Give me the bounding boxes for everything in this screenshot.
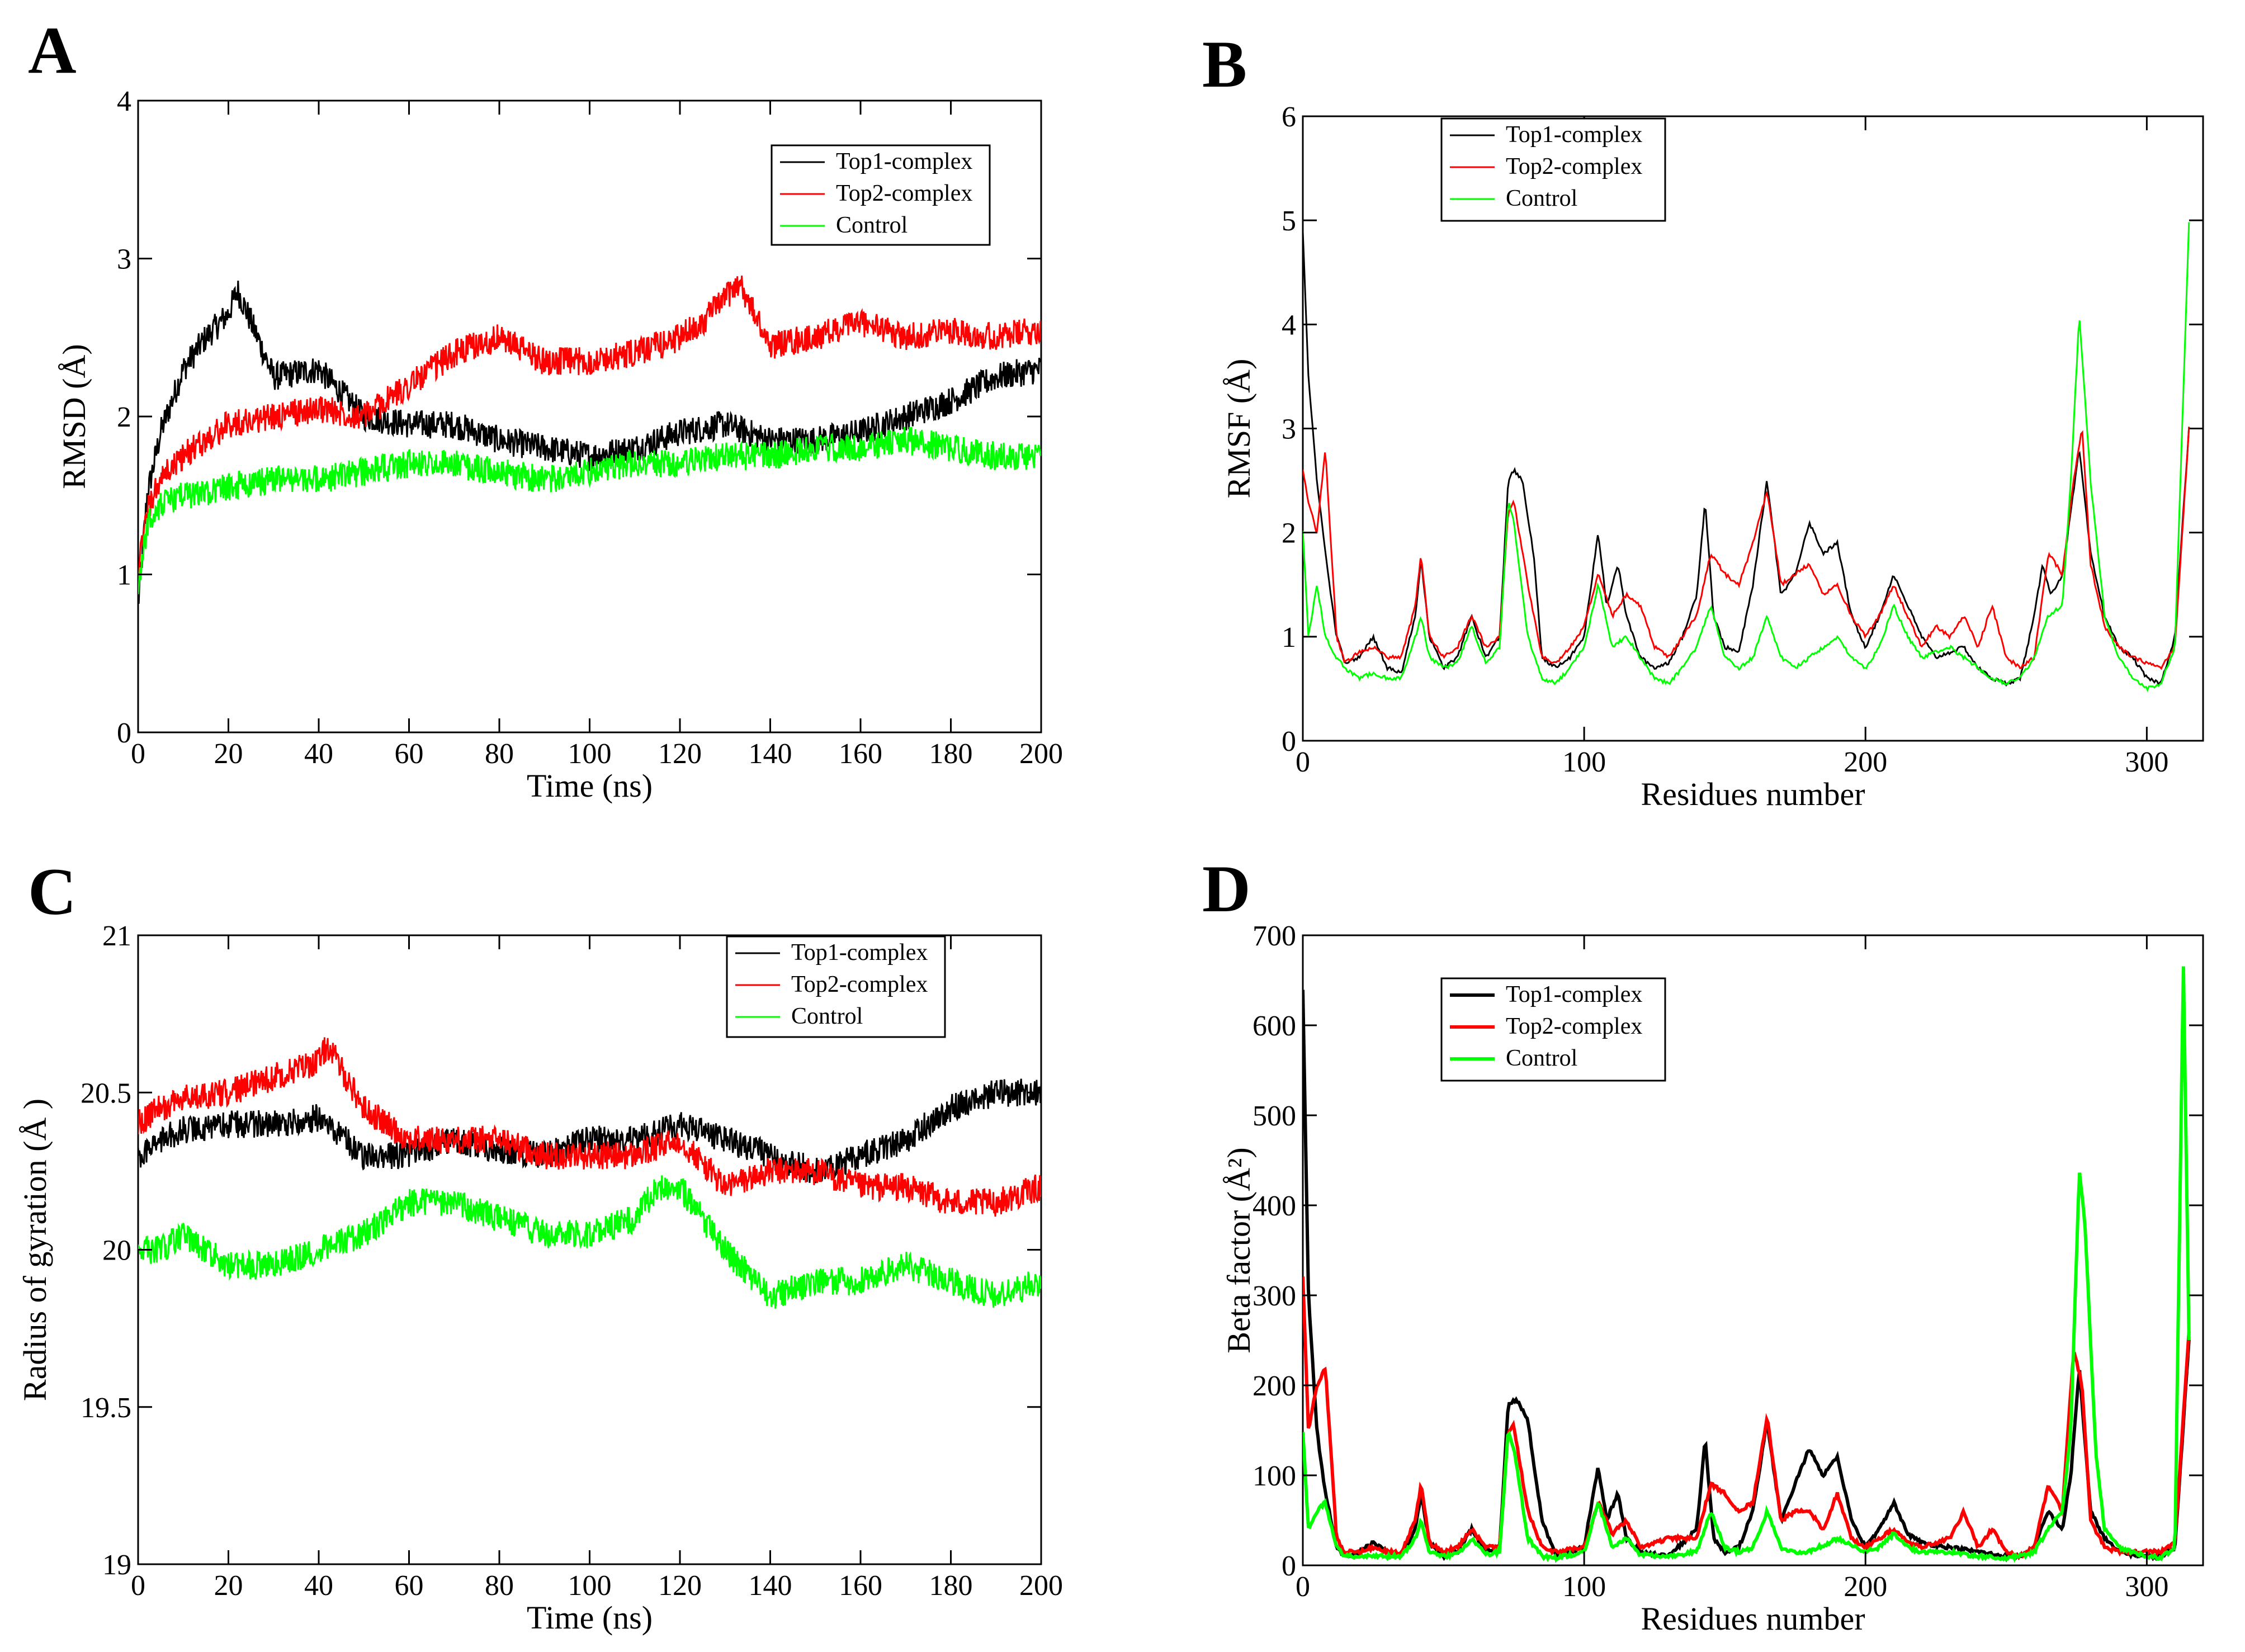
x-tick-label: 180 — [929, 1570, 973, 1602]
x-axis-title: Time (ns) — [527, 1599, 653, 1636]
y-axis-title: RMSF (Å) — [1221, 359, 1257, 499]
x-tick-label: 180 — [929, 738, 973, 770]
x-tick-label: 200 — [1844, 746, 1887, 778]
legend-label: Top1-complex — [791, 940, 928, 965]
panel-letter: A — [28, 13, 77, 87]
x-axis-title: Time (ns) — [527, 768, 653, 804]
y-tick-label: 2 — [1282, 518, 1296, 550]
y-axis-title: RMSD (Å) — [56, 344, 92, 489]
x-tick-label: 300 — [2125, 746, 2168, 778]
x-tick-label: 20 — [214, 738, 243, 770]
legend-label: Top2-complex — [1506, 1014, 1642, 1039]
y-tick-label: 0 — [1282, 726, 1296, 758]
legend-label: Top1-complex — [836, 149, 972, 174]
series-line-top2-complex — [138, 1037, 1041, 1217]
y-tick-label: 1 — [1282, 622, 1296, 654]
y-axis-title: Radius of gyration (Å ) — [17, 1099, 53, 1401]
y-tick-label: 4 — [117, 86, 131, 117]
series-line-top1-complex — [1303, 990, 2191, 1563]
y-tick-label: 19 — [102, 1549, 131, 1581]
y-tick-label: 3 — [117, 244, 131, 276]
x-tick-label: 0 — [131, 1570, 145, 1602]
x-tick-label: 100 — [568, 738, 612, 770]
x-tick-label: 120 — [658, 1570, 702, 1602]
x-tick-label: 140 — [749, 1570, 792, 1602]
y-tick-label: 200 — [1253, 1370, 1296, 1402]
y-tick-label: 500 — [1253, 1100, 1296, 1132]
x-tick-label: 80 — [485, 738, 514, 770]
plot-frame — [1302, 934, 2204, 1566]
y-tick-label: 300 — [1253, 1280, 1296, 1312]
x-tick-label: 200 — [1844, 1571, 1887, 1603]
y-tick-label: 4 — [1282, 309, 1296, 341]
x-tick-label: 200 — [1019, 1570, 1063, 1602]
series-line-top2-complex — [1303, 427, 2190, 670]
x-axis-title: Residues number — [1641, 1601, 1865, 1637]
y-tick-label: 20.5 — [81, 1077, 131, 1109]
panel-d: D 0 100 200 300 0 100 200 300 400 500 600 700 Residue… — [1202, 851, 2204, 1637]
x-tick-label: 200 — [1019, 738, 1063, 770]
x-tick-label: 300 — [2125, 1571, 2168, 1603]
y-tick-label: 3 — [1282, 414, 1296, 446]
panel-c: C 0 20 40 60 80 100 120 140 160 180 200 19 19.5 20 20.5… — [17, 854, 1063, 1636]
panel-letter: B — [1202, 27, 1247, 101]
x-tick-label: 100 — [568, 1570, 612, 1602]
y-tick-label: 600 — [1253, 1010, 1296, 1042]
x-tick-label: 100 — [1562, 1571, 1606, 1603]
legend-label: Control — [791, 1003, 863, 1029]
series-line-control — [1303, 222, 2190, 693]
x-tick-label: 0 — [1296, 746, 1310, 778]
y-tick-label: 2 — [117, 401, 131, 433]
x-tick-label: 160 — [839, 1570, 882, 1602]
x-tick-label: 0 — [131, 738, 145, 770]
y-tick-label: 1 — [117, 560, 131, 591]
y-tick-label: 0 — [117, 717, 131, 749]
legend-label: Control — [1506, 1045, 1577, 1071]
y-tick-label: 700 — [1253, 920, 1296, 952]
panel-b: B 0 100 200 300 0 1 2 3 4 5 6 Residues number RMSF (Å… — [1202, 27, 2204, 812]
y-tick-label: 20 — [102, 1235, 131, 1267]
x-tick-label: 40 — [304, 1570, 333, 1602]
x-tick-label: 20 — [214, 1570, 243, 1602]
y-tick-label: 19.5 — [81, 1392, 131, 1424]
y-tick-label: 0 — [1282, 1550, 1296, 1582]
series-line-control — [1303, 966, 2191, 1563]
panel-a: A 0 20 40 60 80 100 120 140 160 180 200 0 1 2 3 4 Time (n… — [28, 13, 1063, 804]
x-tick-label: 80 — [485, 1570, 514, 1602]
y-tick-label: 21 — [102, 920, 131, 952]
panel-letter: C — [28, 854, 77, 929]
y-axis-title: Beta factor (Å²) — [1221, 1147, 1257, 1353]
legend-label: Top2-complex — [836, 181, 972, 206]
x-tick-label: 120 — [658, 738, 702, 770]
legend-label: Top1-complex — [1506, 122, 1642, 148]
panel-letter: D — [1202, 851, 1251, 926]
legend-label: Top2-complex — [1506, 154, 1642, 179]
legend-label: Top2-complex — [791, 972, 928, 997]
y-tick-label: 400 — [1253, 1190, 1296, 1222]
legend-label: Top1-complex — [1506, 982, 1642, 1007]
legend-label: Control — [836, 212, 908, 238]
x-tick-label: 40 — [304, 738, 333, 770]
series-line-control — [138, 427, 1041, 595]
series-line-top1-complex — [1303, 231, 2190, 687]
x-tick-label: 160 — [839, 738, 882, 770]
legend-label: Control — [1506, 186, 1577, 211]
series-line-control — [138, 1175, 1041, 1309]
series-line-top1-complex — [138, 280, 1041, 604]
x-axis-title: Residues number — [1641, 776, 1865, 812]
x-tick-label: 100 — [1562, 746, 1606, 778]
x-tick-label: 0 — [1296, 1571, 1310, 1603]
y-tick-label: 6 — [1282, 101, 1296, 133]
x-tick-label: 140 — [749, 738, 792, 770]
series-line-top2-complex — [1303, 1276, 2191, 1560]
series-line-top2-complex — [138, 275, 1041, 589]
series-line-top1-complex — [138, 1078, 1041, 1184]
x-tick-label: 60 — [395, 738, 424, 770]
y-tick-label: 5 — [1282, 205, 1296, 237]
y-tick-label: 100 — [1253, 1460, 1296, 1492]
x-tick-label: 60 — [395, 1570, 424, 1602]
